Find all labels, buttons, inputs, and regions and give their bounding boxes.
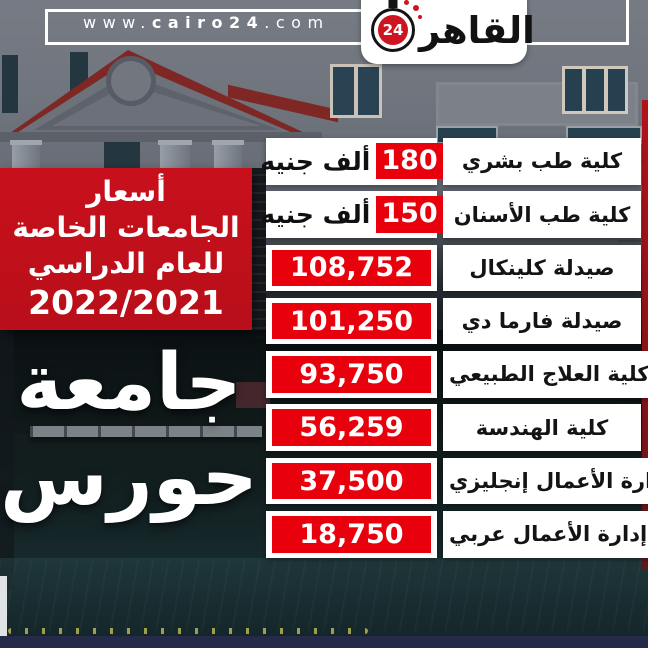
tuition-row: 93,750 كلية العلاج الطبيعي [266,351,648,398]
frame-line-top [45,9,363,12]
title-panel: أسعار الجامعات الخاصة للعام الدراسي 2022… [0,168,252,330]
tuition-row: 108,752 صيدلة كلينكال [266,244,641,292]
window [104,142,140,168]
faculty-label-box: إدارة الأعمال إنجليزي [443,457,648,505]
website-url: www.cairo24.com [83,13,330,32]
url-prefix: www. [83,13,152,32]
guardrail [30,426,262,437]
roadside-plants [8,628,368,634]
faculty-label-box: كلية الهندسة [443,404,641,451]
price-box: 37,500 [266,457,437,505]
faculty-label-box: كلية طب بشري [443,138,641,185]
faculty-label-box: صيدلة فارما دي [443,297,641,345]
price-value: 56,259 [272,409,431,446]
entablature [0,132,322,142]
red-pole [642,100,648,570]
price-value: 37,500 [272,462,431,500]
tuition-row: 18,750 إدارة الأعمال عربي [266,511,648,558]
price-value: 108,752 [272,249,431,287]
academic-year: 2022/2021 [28,283,224,322]
road-texture [0,560,648,632]
frame-line-bottom-right [527,42,627,45]
price-value: 101,250 [272,302,431,340]
stopwatch-icon: 24 [371,0,422,52]
column [160,142,190,172]
price-box: 180 ألف جنيه [260,138,443,185]
frame-line-bottom-left [45,42,363,45]
price-value: 18,750 [272,516,431,553]
university-word-1: جامعة [16,338,242,428]
faculty-label-box: كلية طب الأسنان [443,191,641,238]
url-suffix: .com [264,13,330,32]
reflection [236,382,270,408]
faculty-name: صيدلة كلينكال [469,255,615,280]
faculty-label-box: صيدلة كلينكال [443,244,641,292]
faculty-name: كلية الهندسة [475,415,609,440]
tuition-row: 180 ألف جنيه كلية طب بشري [260,138,641,185]
university-word-2: حورس [0,433,258,523]
tuition-row: 150 ألف جنيه كلية طب الأسنان [260,191,641,238]
faculty-label-box: كلية العلاج الطبيعي [443,351,648,398]
university-name: جامعة حورس [0,336,258,526]
price-box: 93,750 [266,351,437,398]
frame-line-left [45,9,48,45]
shadow-strip [0,330,14,590]
price-box: 108,752 [266,244,437,292]
column-capital [10,140,42,145]
tuition-row: 56,259 كلية الهندسة [266,404,641,451]
faculty-name: إدارة الأعمال عربي [449,522,648,547]
tuition-row: 101,250 صيدلة فارما دي [266,297,641,345]
logo-text: القاهر [419,8,535,52]
tuition-row: 37,500 إدارة الأعمال إنجليزي [266,457,648,505]
price-value-badge: 180 [376,143,443,180]
faculty-name: إدارة الأعمال إنجليزي [449,469,648,494]
title-line-1: أسعار [86,175,166,208]
price-value-badge: 150 [376,196,443,233]
logo-number: 24 [378,15,408,45]
bottom-strip [0,636,648,648]
column-capital [212,140,244,145]
column [12,142,40,172]
url-brand: cairo24 [151,13,265,32]
column-capital [158,140,192,145]
title-line-2: الجامعات الخاصة [12,211,240,244]
window [330,64,382,118]
price-value: 93,750 [272,356,431,393]
faculty-name: صيدلة فارما دي [461,309,623,334]
column [214,142,242,172]
road [0,558,648,638]
window [2,55,18,113]
window [562,66,628,114]
price-box: 101,250 [266,297,437,345]
cairo24-logo: 24 القاهر [361,0,535,64]
white-edge-bar [0,576,7,648]
faculty-name: كلية العلاج الطبيعي [449,362,648,387]
frame-line-right [626,0,629,45]
tuition-table: 180 ألف جنيه كلية طب بشري 150 ألف جنيه ك… [260,138,648,564]
faculty-name: كلية طب الأسنان [453,202,631,227]
price-box: 18,750 [266,511,437,558]
title-line-3: للعام الدراسي [27,247,225,280]
faculty-label-box: إدارة الأعمال عربي [443,511,648,558]
price-unit: ألف جنيه [260,146,371,176]
price-box: 150 ألف جنيه [260,191,443,238]
price-unit: ألف جنيه [260,200,371,230]
price-box: 56,259 [266,404,437,451]
faculty-name: كلية طب بشري [461,149,623,174]
pediment-ornament [106,56,156,106]
